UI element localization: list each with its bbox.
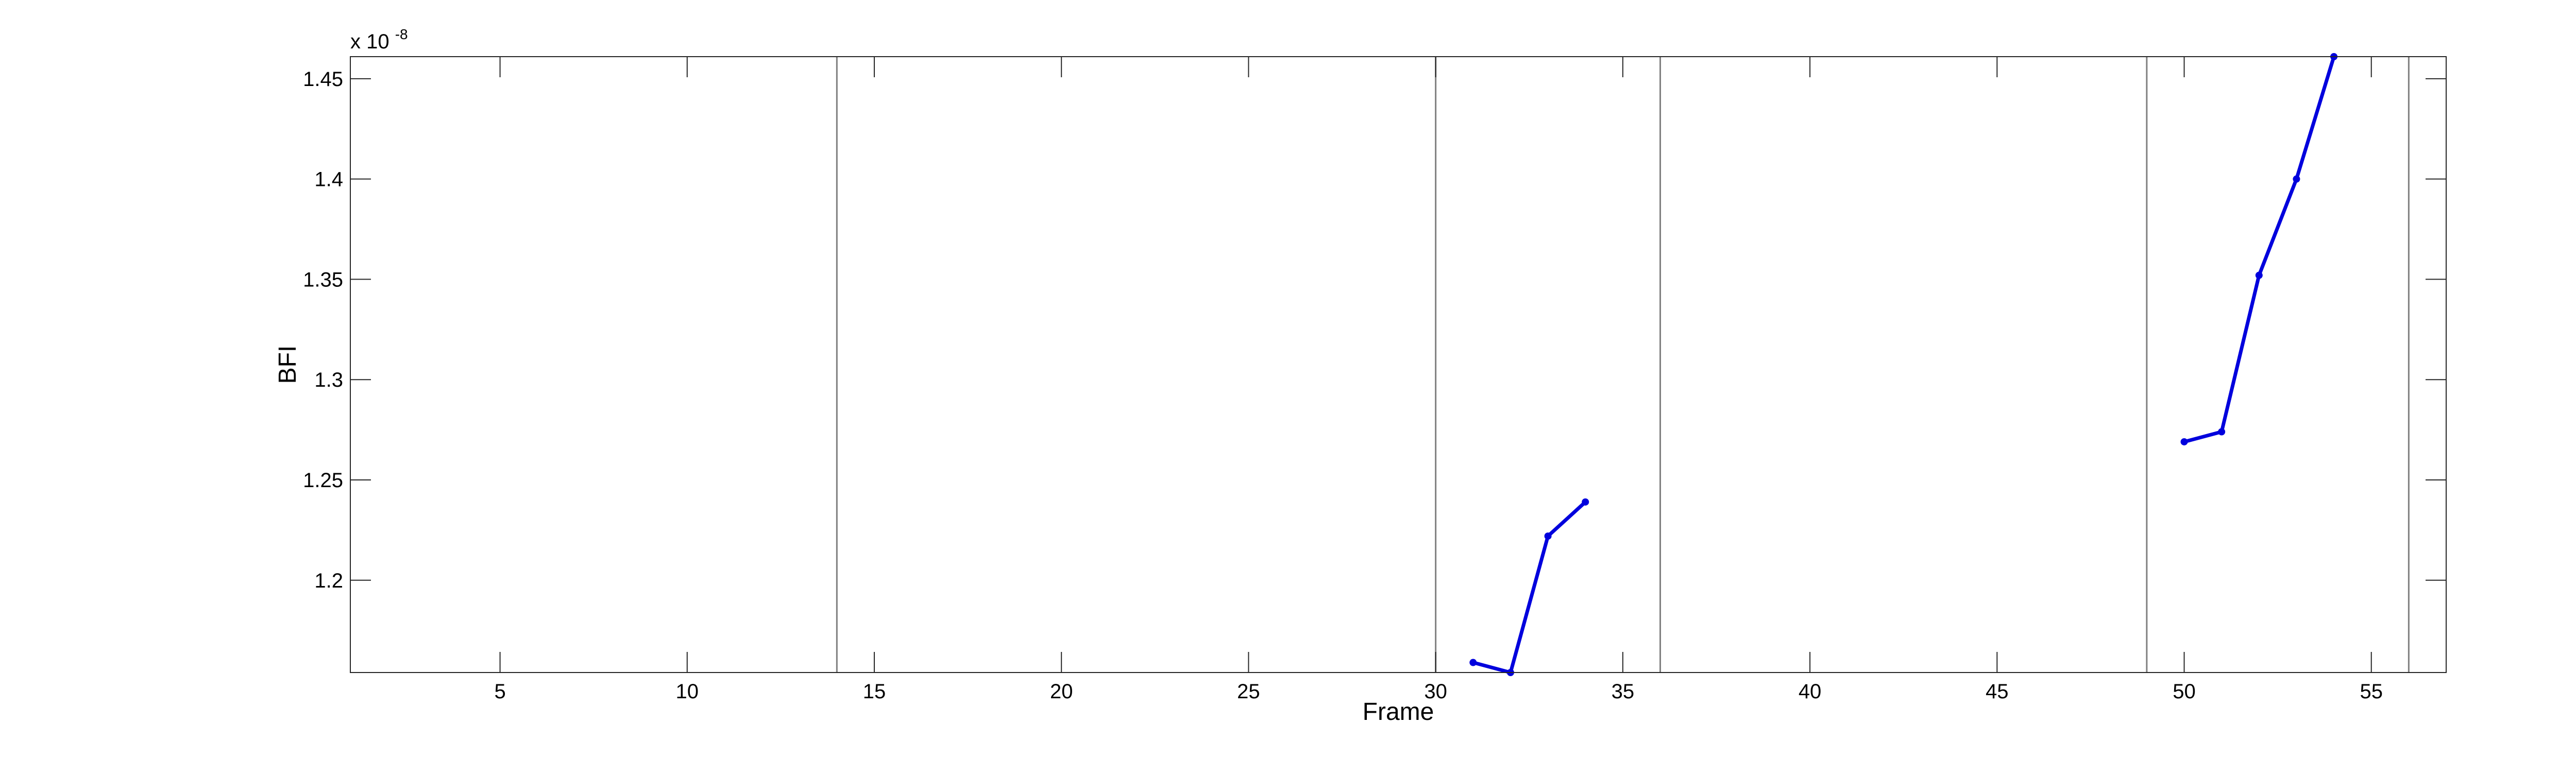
x-tick-label: 55 [2360, 680, 2383, 703]
plot-frame [350, 56, 2447, 673]
x-axis-ticks: 5 10 15 20 25 30 35 40 45 50 55 [494, 57, 2383, 703]
data-point [2255, 271, 2263, 279]
y-tick-label: 1.3 [314, 369, 343, 391]
y-exponent-base: x 10 [350, 30, 389, 53]
x-tick-label: 40 [1799, 680, 1822, 703]
y-exponent-power: -8 [395, 26, 408, 42]
x-axis-label: Frame [1363, 698, 1434, 726]
x-tick-label: 10 [676, 680, 699, 703]
x-tick-label: 30 [1424, 680, 1447, 703]
x-tick-label: 15 [863, 680, 886, 703]
series-layer [1469, 53, 2338, 676]
data-point [1544, 532, 1552, 540]
vertical-lines [836, 57, 2410, 673]
x-tick-label: 45 [1986, 680, 2009, 703]
x-tick-label: 20 [1050, 680, 1073, 703]
plot-area [350, 57, 2446, 673]
y-tick-label: 1.4 [314, 168, 343, 191]
y-tick-label: 1.45 [303, 68, 343, 91]
data-point [2293, 175, 2300, 183]
x-tick-label: 50 [2173, 680, 2196, 703]
data-point [1469, 659, 1477, 666]
y-axis-ticks: 1.2 1.25 1.3 1.35 1.4 1.45 [303, 68, 2446, 592]
x-tick-label: 5 [494, 680, 505, 703]
y-axis-exponent: x 10 -8 [350, 26, 408, 53]
x-tick-label: 25 [1237, 680, 1260, 703]
y-tick-label: 1.25 [303, 469, 343, 492]
x-tick-label: 35 [1612, 680, 1635, 703]
y-axis-label: BFI [274, 346, 301, 384]
y-tick-label: 1.2 [314, 570, 343, 592]
data-point [2218, 428, 2226, 436]
series-line-1 [1472, 501, 1587, 675]
y-tick-label: 1.35 [303, 268, 343, 291]
data-point [1582, 498, 1589, 506]
data-point [2180, 438, 2188, 445]
